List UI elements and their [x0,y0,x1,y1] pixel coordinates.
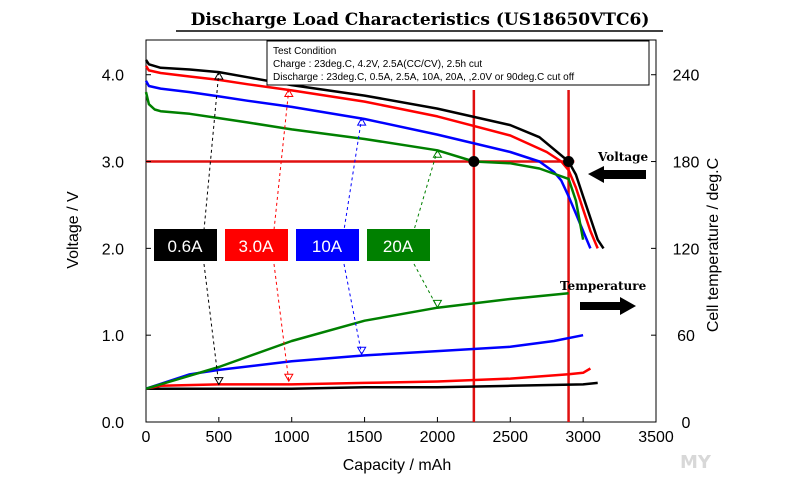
y2-tick-label: 180 [673,155,700,172]
annotation-arrowhead-icon [356,117,367,126]
test-condition-discharge: Discharge : 23deg.C, 0.5A, 2.5A, 10A, 20… [273,72,574,83]
voltage-arrow-icon [588,166,646,183]
annotation-arrowhead-icon [432,299,443,309]
x-tick-label: 2000 [420,429,456,446]
annotation-arrowhead-icon [213,377,224,386]
legend-badge [367,229,430,261]
y-tick-label: 4.0 [102,68,124,85]
reference-point [563,156,575,168]
voltage-series-line [144,91,585,240]
y-axis-label: Voltage / V [65,191,82,269]
y-tick-label: 1.0 [102,328,124,345]
legend-badge [154,229,217,261]
annotation-arrow [203,72,220,385]
annotation-arrow [413,150,438,308]
annotation-arrowhead-icon [432,149,443,158]
x-tick-label: 1500 [347,429,383,446]
temperature-marker: Temperature [560,279,647,315]
temperature-series-line [146,381,598,390]
voltage-marker-label: Voltage [597,150,648,164]
temperature-marker-label: Temperature [560,279,647,293]
temperature-series-line [145,291,569,390]
voltage-series-line [144,80,592,249]
voltage-series-line [144,65,599,249]
x-tick-label: 3000 [565,429,601,446]
y2-axis-label: Cell temperature / deg.C [705,158,722,332]
annotation-arrowhead-icon [283,88,294,97]
x-axis-label: Capacity / mAh [343,457,451,474]
test-condition-box: Test Condition Charge : 23deg.C, 4.2V, 2… [266,40,650,86]
y-tick-label: 3.0 [102,155,124,172]
annotation-arrow [343,118,363,355]
y-tick-label: 0.0 [102,415,124,432]
legend-badge-label: 20A [383,237,414,256]
legend-badge [225,229,288,261]
temperature-arrow-icon [580,297,636,315]
chart-title: Discharge Load Characteristics (US18650V… [191,10,650,30]
plot-frame [145,39,657,423]
y2-tick-label: 0 [682,415,691,432]
test-condition-title: Test Condition [273,46,336,57]
x-tick-label: 0 [142,429,151,446]
annotation-arrowhead-icon [356,346,367,356]
y-tick-label: 2.0 [102,241,124,258]
legend-badge-label: 3.0A [239,237,275,256]
y2-tick-label: 120 [673,241,700,258]
x-tick-label: 500 [206,429,233,446]
x-tick-label: 1000 [274,429,310,446]
x-tick-label: 2500 [492,429,528,446]
test-condition-charge: Charge : 23deg.C, 4.2V, 2.5A(CC/CV), 2.5… [273,59,482,70]
annotation-arrow [273,89,290,382]
reference-point [468,156,480,168]
legend-badge [296,229,359,261]
voltage-marker: Voltage [588,150,648,183]
legend-badge-label: 0.6A [168,237,204,256]
legend-badge-label: 10A [312,237,343,256]
annotation-arrowhead-icon [283,373,294,383]
voltage-series-line [144,59,605,250]
annotation-arrowhead-icon [213,71,224,80]
temperature-series-line [145,367,592,390]
watermark: MY [680,452,712,473]
y2-tick-label: 240 [673,68,700,85]
y2-tick-label: 60 [677,328,695,345]
x-tick-label: 3500 [638,429,674,446]
temperature-series-line [145,333,584,390]
